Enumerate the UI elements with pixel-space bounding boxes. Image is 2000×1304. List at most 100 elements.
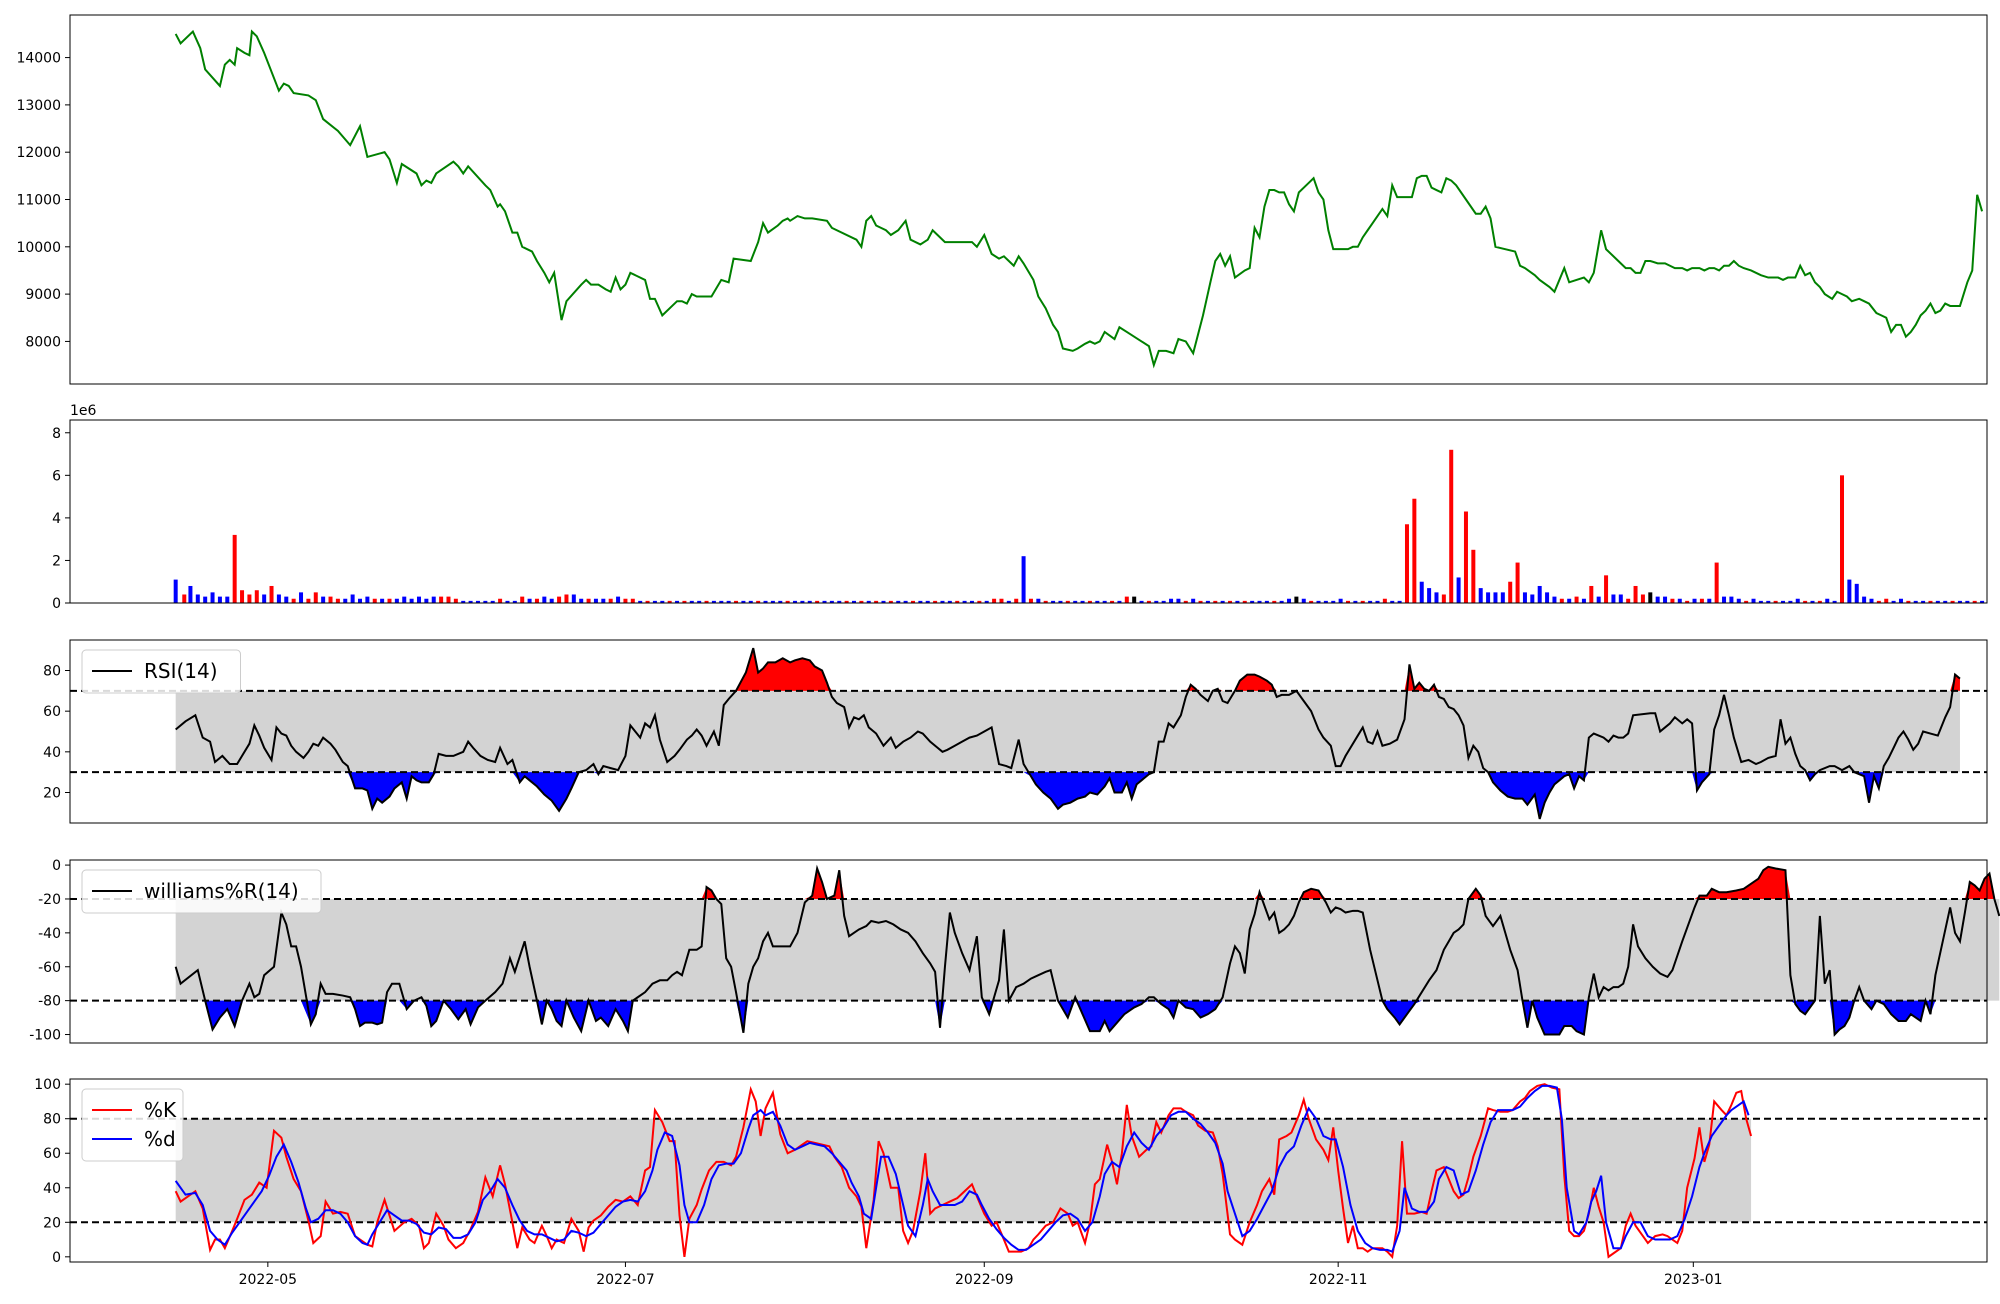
volume-bar — [1028, 598, 1033, 603]
volume-bar — [1493, 592, 1498, 603]
volume-bar — [711, 600, 716, 603]
x-tick-label: 2022-11 — [1309, 1272, 1368, 1288]
volume-bar — [1663, 596, 1668, 603]
volume-bar — [697, 600, 702, 603]
volume-bar — [542, 596, 547, 603]
volume-bar — [1714, 562, 1719, 603]
williams-oversold-fill — [175, 1000, 2000, 1035]
williams-ytick-label: -20 — [38, 892, 61, 908]
stochastic-ytick-label: 0 — [52, 1250, 61, 1266]
volume-bar — [1051, 600, 1056, 603]
stochastic-legend — [81, 1088, 184, 1162]
volume-bar — [756, 600, 761, 603]
volume-bar — [439, 596, 444, 603]
volume-bar — [1478, 588, 1483, 603]
volume-bar — [372, 598, 377, 603]
volume-bar — [1699, 598, 1704, 603]
volume-bar — [1368, 600, 1373, 603]
volume-bar — [1589, 585, 1594, 603]
volume-bar — [1928, 600, 1933, 603]
volume-bar — [800, 600, 805, 603]
volume-bar — [262, 594, 267, 603]
volume-bar — [829, 600, 834, 603]
volume-bar — [1213, 600, 1218, 603]
volume-axes-frame — [69, 419, 1988, 604]
volume-bar — [1522, 592, 1527, 603]
volume-bar — [1545, 592, 1550, 603]
rsi-ytick-label: 20 — [43, 786, 61, 802]
volume-bar — [1124, 596, 1129, 603]
volume-bar — [1766, 600, 1771, 603]
volume-bar — [660, 600, 665, 603]
volume-bar — [940, 600, 945, 603]
volume-bar — [645, 600, 650, 603]
volume-bar — [1021, 556, 1026, 603]
volume-bar — [623, 598, 628, 603]
volume-bar — [1404, 524, 1409, 603]
volume-bar — [947, 600, 952, 603]
stochastic-ytick-label: 40 — [43, 1181, 61, 1197]
volume-bar — [888, 600, 893, 603]
price-ytick-label: 8000 — [25, 334, 61, 350]
volume-bar — [557, 596, 562, 603]
volume-bar — [210, 592, 215, 603]
volume-bar — [1611, 594, 1616, 603]
volume-bar — [1648, 592, 1653, 603]
volume-bar — [1287, 598, 1292, 603]
volume-bar — [1250, 600, 1255, 603]
volume-bar — [910, 600, 915, 603]
rsi-oversold-fill — [175, 772, 1960, 819]
stochastic-ytick-label: 80 — [43, 1112, 61, 1128]
rsi-series-line — [175, 647, 1961, 820]
volume-bar — [1360, 600, 1365, 603]
volume-bar — [977, 600, 982, 603]
volume-bar — [1139, 600, 1144, 603]
volume-bar — [182, 594, 187, 603]
volume-bar — [704, 600, 709, 603]
volume-bar — [446, 596, 451, 603]
volume-bar — [1117, 600, 1122, 603]
volume-bar — [1884, 598, 1889, 603]
volume-bar — [1537, 585, 1542, 603]
volume-bar — [1559, 598, 1564, 603]
volume-bar — [770, 600, 775, 603]
rsi-legend — [81, 649, 241, 694]
williams-axes-frame — [69, 859, 1988, 1044]
volume-bar — [1382, 598, 1387, 603]
volume-bar — [269, 585, 274, 603]
volume-bar — [1596, 596, 1601, 603]
williams-series-line — [174, 864, 2000, 1037]
volume-bar — [1110, 600, 1115, 603]
volume-bar — [1567, 598, 1572, 603]
volume-bar — [1427, 588, 1432, 603]
volume-bar — [1353, 600, 1358, 603]
volume-bar — [1810, 600, 1815, 603]
volume-bar — [1935, 600, 1940, 603]
volume-bar — [424, 598, 429, 603]
volume-bar — [815, 600, 820, 603]
volume-bar — [475, 600, 480, 603]
volume-bar — [1685, 600, 1690, 603]
volume-bar — [593, 598, 598, 603]
volume-bar — [682, 600, 687, 603]
volume-bar — [276, 594, 281, 603]
volume-bar — [1847, 579, 1852, 603]
volume-bar — [1006, 600, 1011, 603]
volume-bar — [1530, 594, 1535, 603]
williams-neutral-band — [175, 898, 2000, 1001]
volume-bar — [217, 596, 222, 603]
volume-bar — [1839, 475, 1844, 603]
volume-bar — [859, 600, 864, 603]
volume-bar — [1891, 600, 1896, 603]
volume-bar — [1817, 600, 1822, 603]
volume-bar — [726, 600, 731, 603]
volume-bar — [1390, 600, 1395, 603]
volume-bar — [247, 594, 252, 603]
volume-bar — [416, 596, 421, 603]
volume-bar — [1640, 594, 1645, 603]
volume-bar — [1316, 600, 1321, 603]
volume-bar — [881, 600, 886, 603]
volume-bar — [1913, 600, 1918, 603]
volume-bar — [203, 596, 208, 603]
volume-bar — [630, 598, 635, 603]
